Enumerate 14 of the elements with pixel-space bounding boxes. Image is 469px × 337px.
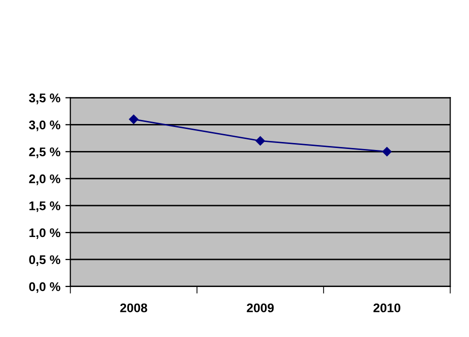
x-tick-label: 2010 xyxy=(373,303,400,312)
y-tick-label: 2,5 % xyxy=(29,147,60,158)
y-tick-label: 3,5 % xyxy=(28,94,60,104)
y-tick-label: 3,0 % xyxy=(28,120,60,132)
point xyxy=(382,147,392,156)
y-tick-label: 1,5 % xyxy=(29,201,60,212)
x-tick-label: 2008 xyxy=(120,303,148,312)
x-tick-label: 2009 xyxy=(246,303,274,312)
y-tick-label: 0,5 % xyxy=(29,255,60,266)
point xyxy=(129,114,138,124)
y-tick-label: 2,0 % xyxy=(29,174,60,186)
y-tick-label: 1,0 % xyxy=(29,228,60,239)
y-tick-label: 0,0 % xyxy=(29,282,60,293)
point xyxy=(256,136,265,146)
